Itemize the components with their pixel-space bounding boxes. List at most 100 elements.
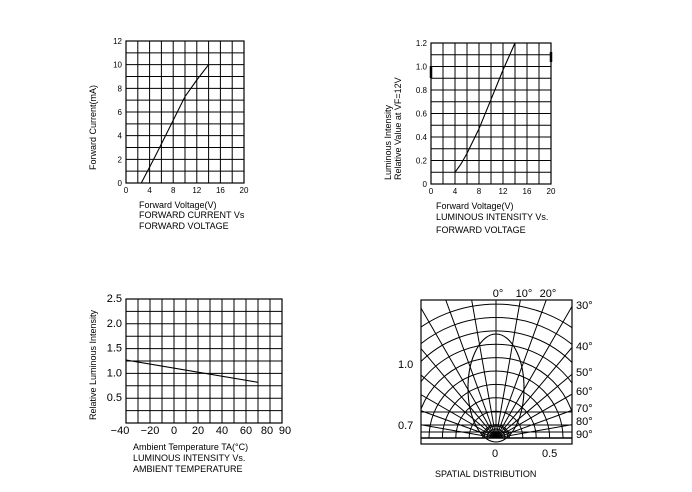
x-tick-3: 20 [192,425,204,437]
chart2-series-line [454,42,516,173]
chart2-caption-2: FORWARD VOLTAGE [436,225,526,235]
angle-label-3: 30° [576,300,593,312]
chart3-y-ticks: 0.5 1.0 1.5 2.0 2.5 [107,293,122,404]
chart1-xlabel: Forward Voltage(V) [139,200,217,210]
y-tick-0: 0 [423,180,428,189]
chart1-caption-1: FORWARD CURRENT Vs [139,210,245,220]
chart3-ylabel: Relative Luminous Intensity [88,309,98,420]
chart2-y-ticks: 0 0.2 0.4 0.6 0.8 1.0 1.2 [416,39,428,189]
y-tick-5: 1.0 [416,63,428,72]
y-tick-2: 1.5 [107,343,122,355]
polar-ray--50 [421,374,497,439]
x-tick-4: 40 [216,425,228,437]
chart4-bottom-label-1: 0 [492,448,498,460]
y-tick-4: 8 [118,84,123,93]
polar-ray--60 [421,394,497,439]
y-tick-6: 12 [113,37,122,46]
angle-label-2: 20° [540,288,557,300]
x-tick-6: 80 [261,425,273,437]
chart3-series-line [125,359,259,383]
y-tick-2: 4 [118,132,123,141]
chart-luminous-voltage: 0 4 8 12 16 20 0 0.2 0.4 0.6 0.8 1.0 1.2 Luminous I… [383,39,556,235]
chart2-ylabel-2: Relative Value at VF=12V [393,77,403,180]
y-tick-5: 10 [113,61,122,70]
polar-ray--20 [445,300,497,439]
x-tick-1: 4 [147,186,152,195]
y-tick-4: 2.5 [107,293,122,305]
chart2-grid [431,43,551,184]
x-tick-1: −20 [141,425,160,437]
polar-ray--30 [421,307,497,439]
chart3-grid [126,299,282,423]
chart3-frame [125,298,283,424]
chart2-frame [430,42,552,185]
y-tick-2: 0.4 [416,133,428,142]
polar-ray-70 [495,409,572,439]
angle-label-0: 0° [493,288,504,300]
chart1-caption-2: FORWARD VOLTAGE [139,221,229,231]
chart3-x-ticks: −40 −20 0 20 40 60 80 90 [111,425,291,437]
polar-ray-30 [495,305,572,439]
x-tick-0: 0 [429,187,434,196]
y-tick-1: 0.2 [416,157,428,166]
y-tick-1: 2 [118,155,123,164]
x-tick-4: 16 [523,187,532,196]
chart4-bottom-label-2: 0.5 [542,448,557,460]
angle-label-6: 60° [576,386,593,398]
angle-label-1: 10° [516,288,533,300]
x-tick-3: 12 [192,186,201,195]
chart3-caption-2: AMBIENT TEMPERATURE [133,464,243,474]
angle-label-5: 50° [576,367,593,379]
x-tick-3: 12 [499,187,508,196]
x-tick-7: 90 [279,425,291,437]
x-tick-0: −40 [111,425,130,437]
y-tick-3: 2.0 [107,318,122,330]
x-tick-5: 60 [240,425,252,437]
polar-ray--10 [471,300,497,439]
polar-ray-20 [495,300,547,439]
y-tick-0: 0 [118,179,123,188]
chart2-ylabel-1: Luminous Intensity [383,104,393,180]
x-tick-0: 0 [124,186,129,195]
x-tick-1: 4 [453,187,458,196]
chart3-xlabel: Ambient Temperature TA(°C) [133,442,248,452]
y-tick-3: 6 [118,108,123,117]
y-tick-4: 0.8 [416,86,428,95]
chart1-series-line [140,64,210,184]
chart2-xlabel: Forward Voltage(V) [436,201,514,211]
y-tick-1: 1.0 [107,367,122,379]
angle-label-4: 40° [576,341,593,353]
angle-label-8: 80° [576,416,593,428]
polar-hub-9 [486,428,506,439]
x-tick-4: 16 [216,186,225,195]
x-tick-2: 0 [171,425,177,437]
chart1-ylabel: Forward Current(mA) [88,85,98,170]
polar-lobe [467,333,525,443]
chart1-x-ticks: 0 4 8 12 16 20 [124,186,249,195]
chart1-y-ticks: 0 2 4 6 8 10 12 [113,37,122,188]
polar-hub-3 [492,434,500,439]
y-tick-0: 0.5 [107,392,122,404]
x-tick-2: 8 [171,186,176,195]
chart-spatial-distribution: 0° 10° 20°30°40°50°60°70°80°90° 1.0 0.7 0 … [398,288,593,479]
chart1-grid [126,41,244,183]
chart3-caption-1: LUMINOUS INTENSITY Vs. [133,453,245,463]
chart4-caption: SPATIAL DISTRIBUTION [435,469,536,479]
chart4-angle-labels: 0° 10° 20° 30° 40° 50° 60° 70°80°90° [493,288,593,441]
y-tick-3: 0.6 [416,110,428,119]
x-tick-5: 20 [240,186,249,195]
polar-hub-6 [489,431,503,439]
y-tick-6: 1.2 [416,39,428,48]
chart4-radial-label-2: 0.7 [398,420,413,432]
chart1-frame [125,40,245,184]
x-tick-5: 20 [547,187,556,196]
polar-hub-12 [483,425,509,439]
polar-ray-10 [495,300,521,439]
polar-ray-60 [495,393,572,439]
angle-label-7: 70° [576,403,593,415]
polar-ray--70 [421,410,497,439]
polar-ray-50 [495,373,572,439]
chart4-radial-label-1: 1.0 [398,359,413,371]
